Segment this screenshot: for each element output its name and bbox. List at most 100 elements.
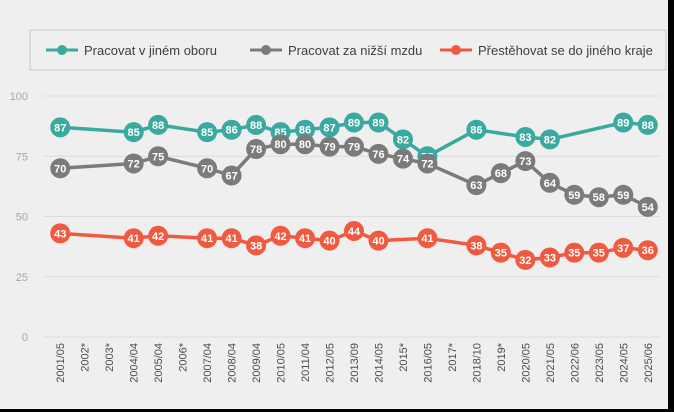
data-point <box>466 235 487 256</box>
y-tick-label: 50 <box>16 212 28 224</box>
data-point <box>123 153 144 174</box>
data-label: 86 <box>470 125 482 137</box>
data-point <box>515 151 536 172</box>
data-point <box>637 196 658 217</box>
data-point <box>417 228 438 249</box>
data-label: 78 <box>250 144 262 156</box>
data-point <box>637 114 658 135</box>
data-label: 36 <box>642 245 654 257</box>
data-label: 85 <box>201 127 213 139</box>
x-tick-label: 2013/09 <box>349 343 361 383</box>
data-label: 54 <box>642 202 655 214</box>
data-label: 86 <box>299 125 311 137</box>
data-label: 42 <box>152 231 164 243</box>
data-label: 43 <box>54 228 66 240</box>
data-label: 87 <box>323 122 335 134</box>
x-axis-ticks: 2001/05 2002* 2003* 2004/04 2005/04 2006* 2007… <box>55 342 655 382</box>
legend-label: Pracovat v jiném oboru <box>84 43 217 58</box>
data-label: 38 <box>250 240 262 252</box>
data-label: 59 <box>617 190 629 202</box>
data-label: 42 <box>274 231 286 243</box>
data-label: 88 <box>642 120 654 132</box>
data-label: 32 <box>519 255 531 267</box>
x-tick-label: 2025/06 <box>643 343 655 383</box>
legend-label: Pracovat za nižší mzdu <box>288 43 422 58</box>
data-label: 67 <box>225 171 237 183</box>
x-tick-label: 2001/05 <box>55 343 67 383</box>
data-point <box>270 225 291 246</box>
legend-box <box>29 29 667 71</box>
data-point <box>344 112 364 133</box>
x-tick-label: 2023/05 <box>594 343 606 383</box>
data-label: 35 <box>593 248 605 260</box>
data-label: 85 <box>128 127 140 139</box>
data-label: 33 <box>544 252 556 264</box>
data-point <box>221 228 242 249</box>
data-point <box>295 134 316 155</box>
data-point <box>344 136 364 157</box>
data-label: 70 <box>54 163 66 175</box>
data-label: 89 <box>348 118 360 130</box>
data-label: 68 <box>495 168 507 180</box>
data-point <box>515 126 536 147</box>
data-point <box>246 114 267 135</box>
data-point <box>392 129 413 150</box>
data-point <box>123 228 144 249</box>
data-point <box>490 163 511 184</box>
data-label: 41 <box>128 233 140 245</box>
data-point <box>539 247 560 268</box>
data-label: 63 <box>470 180 482 192</box>
x-tick-label: 2014/05 <box>373 343 385 383</box>
data-point <box>197 158 218 179</box>
data-label: 40 <box>372 236 384 248</box>
data-label: 58 <box>593 192 605 204</box>
data-point <box>368 143 389 164</box>
data-label: 89 <box>372 118 384 130</box>
data-point <box>295 119 316 140</box>
data-label: 35 <box>568 248 580 260</box>
y-axis-ticks: 0 25 50 75 100 <box>10 91 28 344</box>
data-label: 79 <box>348 142 360 154</box>
x-tick-label: 2007/04 <box>202 343 214 383</box>
data-point <box>50 158 71 179</box>
data-point <box>148 146 169 167</box>
data-point <box>50 117 71 138</box>
data-point <box>466 175 487 196</box>
data-point <box>515 249 536 270</box>
data-point <box>613 237 634 258</box>
data-point <box>539 129 560 150</box>
data-point <box>637 240 658 261</box>
x-tick-label: 2021/05 <box>545 343 557 383</box>
legend-marker-icon <box>57 45 67 55</box>
data-point <box>197 122 218 143</box>
data-label: 75 <box>152 151 164 163</box>
data-label: 70 <box>201 163 213 175</box>
data-label: 38 <box>470 240 482 252</box>
y-tick-label: 0 <box>22 332 28 344</box>
data-point <box>246 235 267 256</box>
x-tick-label: 2008/04 <box>227 343 239 383</box>
data-label: 82 <box>544 134 556 146</box>
legend-label: Přestěhovat se do jiného kraje <box>478 43 653 58</box>
data-label: 41 <box>225 233 237 245</box>
x-tick-label: 2004/04 <box>129 343 141 383</box>
data-point <box>319 230 340 251</box>
data-point <box>344 220 364 241</box>
data-label: 72 <box>128 158 140 170</box>
data-point <box>564 242 585 263</box>
data-point <box>319 136 340 157</box>
data-point <box>368 230 389 251</box>
x-tick-label: 2016/05 <box>422 343 434 383</box>
data-label: 83 <box>519 132 531 144</box>
legend-marker-icon <box>451 45 461 55</box>
data-label: 86 <box>225 125 237 137</box>
data-point <box>123 122 144 143</box>
x-tick-label: 2019* <box>496 342 508 371</box>
legend-entry: Pracovat v jiném oboru <box>46 43 217 58</box>
data-label: 41 <box>421 233 433 245</box>
x-tick-label: 2010/05 <box>276 343 288 383</box>
series-3: 43 41 42 41 41 38 42 41 40 44 40 41 38 35 32 33 35 35 37 36 <box>50 220 658 270</box>
data-label: 35 <box>495 248 507 260</box>
